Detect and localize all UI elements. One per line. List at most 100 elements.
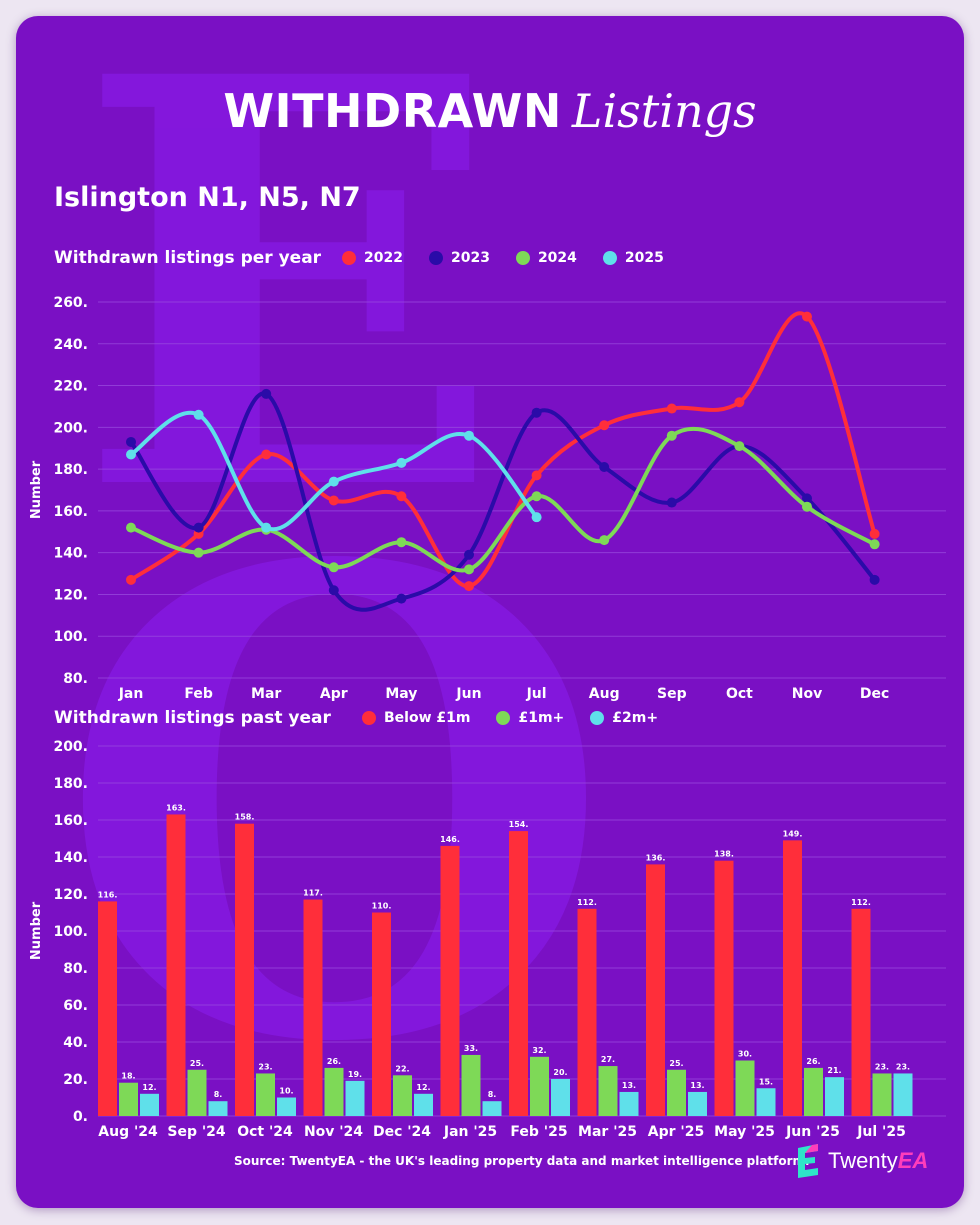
bar-2m [482,1101,502,1116]
bar-2m [825,1077,844,1116]
y-tick-label: 120. [53,587,88,603]
data-point-2024 [396,537,407,548]
data-label: 116. [98,890,118,899]
bar-2m [619,1091,639,1116]
x-tick-label: Nov [792,686,822,702]
data-point-2025 [464,430,474,441]
logo-text: TwentyEA [828,1148,928,1174]
data-point-2024 [193,547,204,558]
data-label: 27. [601,1055,615,1064]
data-label: 149. [783,829,803,838]
legend-item-below-1m: Below £1m [362,710,470,726]
x-tick-label: Feb [184,686,213,702]
data-point-2023 [599,462,610,473]
y-tick-label: 160. [53,813,88,829]
bar-chart-title: Withdrawn listings past year [54,708,331,728]
data-point-2023 [869,574,880,585]
bar-2m [551,1079,570,1116]
x-tick-label: Mar '25 [578,1124,637,1140]
y-tick-label: 180. [53,776,88,792]
series-line-2022 [129,311,877,589]
bar-below-1m [372,912,391,1116]
x-tick-label: Jul [526,686,547,702]
legend-item-2025: 2025 [602,250,664,266]
x-tick-label: Sep [657,686,687,702]
legend-dot [496,711,511,725]
title-italic: Listings [571,84,757,138]
data-label: 22. [395,1064,409,1073]
legend-dot [602,251,617,265]
bar-below-1m [783,840,802,1116]
x-tick-label: Jul '25 [856,1124,906,1140]
x-tick-label: Apr [320,686,348,702]
data-label: 163. [166,803,186,812]
bar-1m [872,1073,892,1116]
x-tick-label: Jun [455,686,481,702]
bar-1m [530,1056,549,1116]
data-point-2023 [193,522,204,533]
bar-2m [345,1080,365,1116]
x-tick-label: Jan '25 [443,1124,497,1140]
y-tick-label: 40. [63,1035,88,1051]
x-tick-label: Sep '24 [167,1124,226,1140]
x-tick-label: Nov '24 [304,1124,363,1140]
y-tick-label: 200. [53,739,88,755]
y-tick-label: 60. [63,998,88,1014]
legend-dot [590,711,605,725]
legend-label: £1m+ [518,710,565,726]
data-point-2022 [126,574,136,585]
data-label: 32. [532,1046,546,1055]
line-chart-legend: 2022 2023 2024 2025 [342,250,664,266]
bar-2m [756,1088,776,1116]
data-point-2023 [261,388,272,399]
data-label: 25. [190,1059,204,1068]
bar-2m [414,1093,433,1116]
legend-dot [362,711,376,725]
background-watermark: E [76,16,503,615]
legend-label: 2023 [450,250,490,266]
x-tick-label: Dec [860,686,889,702]
data-label: 154. [509,820,529,829]
data-point-2023 [666,497,677,508]
data-point-2024 [734,441,745,452]
data-point-2022 [261,449,272,460]
bar-1m [119,1082,138,1116]
data-point-2023 [126,436,136,447]
x-tick-label: Jan [118,686,144,702]
data-label: 12. [142,1083,156,1092]
data-point-2024 [869,539,880,550]
legend-item-2024: 2024 [515,250,577,266]
data-point-2023 [531,407,542,418]
legend-label: 2024 [537,250,577,266]
data-label: 136. [646,853,666,862]
data-label: 158. [235,813,255,822]
legend-item-1m-plus: £1m+ [496,710,564,726]
bar-chart: 0. 20. 40. 60. 80. 100. 120. 140. 160. 180. 200. Nu… [29,739,946,1140]
data-label: 21. [827,1066,841,1075]
data-point-2024 [126,522,136,533]
series-line-2024 [129,426,877,573]
legend-label: £2m+ [612,710,659,726]
data-point-2022 [531,470,542,481]
data-point-2024 [802,501,812,512]
data-point-2022 [802,311,812,322]
y-tick-label: 100. [53,629,88,645]
y-tick-label: 100. [53,924,88,940]
data-point-2022 [869,528,880,539]
x-tick-label: Oct [726,686,753,702]
data-label: 10. [279,1087,293,1096]
logo-text-ea: EA [897,1148,929,1173]
x-tick-label: Mar [251,686,281,702]
data-label: 112. [851,898,871,907]
area-subtitle: Islington N1, N5, N7 [54,182,361,213]
data-label: 30. [738,1050,752,1059]
bar-below-1m [509,831,528,1116]
legend-label: 2022 [364,250,403,266]
y-tick-label: 260. [53,295,88,311]
bar-below-1m [646,864,665,1116]
line-chart: 80. 100. 120. 140. 160. 180. 200. 220. 240. 260. J… [29,295,946,702]
title-bold: WITHDRAWN [223,84,562,138]
data-point-2025 [531,512,542,523]
x-tick-label: Jun '25 [785,1124,840,1140]
data-point-2025 [126,449,136,460]
